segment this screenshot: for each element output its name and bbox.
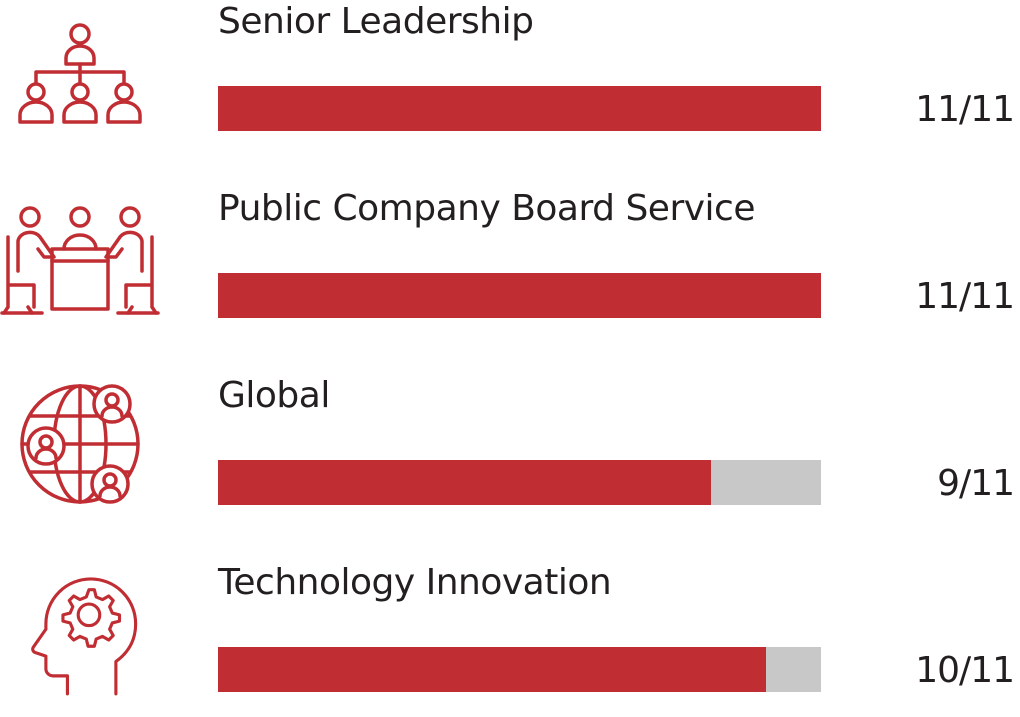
bar-track xyxy=(218,86,821,131)
skill-label: Technology Innovation xyxy=(218,562,612,603)
bar-track xyxy=(218,273,821,318)
bar-fill xyxy=(218,460,712,505)
skill-row-senior-leadership: Senior Leadership 11/11 xyxy=(0,0,1020,150)
skill-count: 11/11 xyxy=(915,276,1015,317)
bar-fill xyxy=(218,647,767,692)
bar-track xyxy=(218,460,821,505)
bar-fill xyxy=(218,273,821,318)
skill-count: 9/11 xyxy=(937,463,1015,504)
skill-row-technology-innovation: Technology Innovation 10/11 xyxy=(0,561,1020,711)
skill-label: Public Company Board Service xyxy=(218,188,756,229)
bar-fill xyxy=(218,86,821,131)
skill-label: Senior Leadership xyxy=(218,1,534,42)
skill-count: 11/11 xyxy=(915,89,1015,130)
bar-track xyxy=(218,647,821,692)
boardroom-icon xyxy=(0,187,160,327)
skill-label: Global xyxy=(218,375,330,416)
skill-count: 10/11 xyxy=(915,650,1015,691)
skill-row-public-company-board-service: Public Company Board Service 11/11 xyxy=(0,187,1020,337)
global-network-icon xyxy=(0,374,160,514)
head-gear-icon xyxy=(0,561,160,701)
skill-row-global: Global 9/11 xyxy=(0,374,1020,524)
org-chart-icon xyxy=(0,0,160,140)
